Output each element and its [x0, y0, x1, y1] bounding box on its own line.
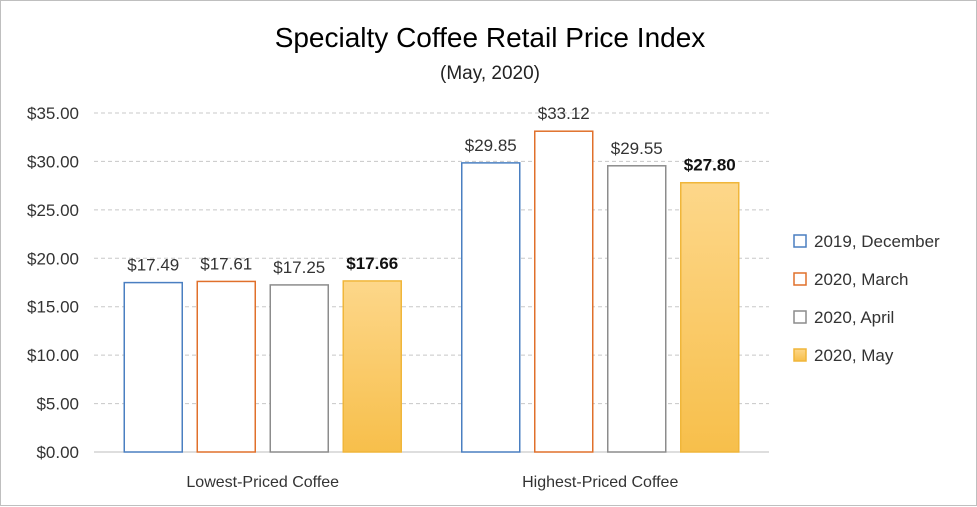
legend-swatch	[793, 272, 807, 286]
data-label: $29.55	[611, 139, 663, 158]
legend-label: 2020, April	[814, 308, 894, 327]
legend-swatch	[793, 234, 807, 248]
legend-label: 2020, May	[814, 346, 894, 365]
chart-title: Specialty Coffee Retail Price Index	[275, 22, 706, 53]
bar	[461, 162, 521, 453]
bar	[680, 181, 740, 453]
data-label: $17.61	[200, 254, 252, 273]
bar	[534, 130, 594, 453]
y-tick-label: $15.00	[27, 298, 79, 317]
y-tick-label: $0.00	[36, 443, 79, 462]
legend-label: 2019, December	[814, 232, 940, 251]
data-label: $33.12	[538, 104, 590, 123]
y-tick-label: $10.00	[27, 346, 79, 365]
bar	[196, 280, 256, 453]
legend-swatch	[793, 310, 807, 324]
legend-label: 2020, March	[814, 270, 909, 289]
chart-subtitle: (May, 2020)	[440, 63, 540, 84]
bar	[342, 280, 402, 453]
y-tick-label: $5.00	[36, 395, 79, 414]
y-tick-label: $20.00	[27, 249, 79, 268]
legend-swatch	[793, 348, 807, 362]
y-tick-label: $35.00	[27, 104, 79, 123]
bar	[607, 165, 667, 453]
data-label: $27.80	[684, 156, 736, 175]
data-label: $17.25	[273, 258, 325, 277]
data-label: $17.66	[346, 254, 398, 273]
y-tick-label: $30.00	[27, 152, 79, 171]
bar	[123, 281, 183, 453]
category-label: Lowest-Priced Coffee	[186, 474, 339, 491]
data-label: $17.49	[127, 256, 179, 275]
category-label: Highest-Priced Coffee	[522, 474, 678, 491]
bar	[269, 284, 329, 453]
data-label: $29.85	[465, 136, 517, 155]
y-tick-label: $25.00	[27, 201, 79, 220]
